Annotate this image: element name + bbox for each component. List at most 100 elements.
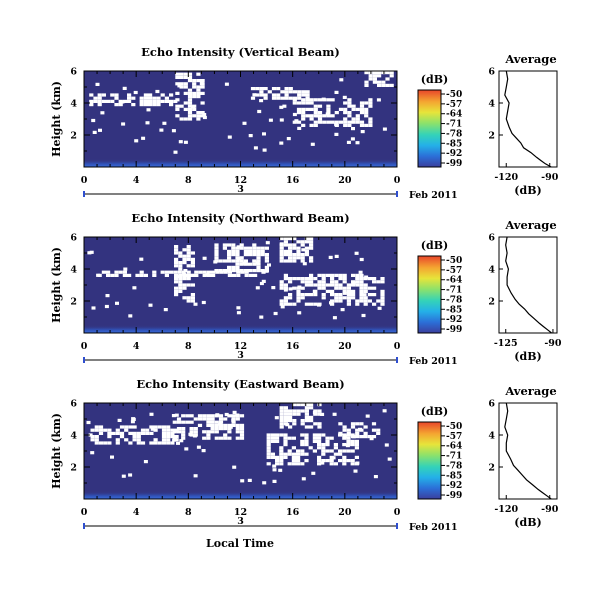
- average-y-tick-label: 2: [488, 297, 495, 308]
- x-tick-label: 0: [394, 175, 401, 186]
- x-tick-label: 12: [234, 341, 247, 352]
- panel-2: Echo Intensity (Northward Beam) 6 4 2 Height…: [50, 211, 562, 367]
- x-tick-label: 4: [133, 175, 140, 186]
- x-tick-label: 0: [81, 341, 88, 352]
- echo-speckles: [87, 241, 382, 320]
- average-x-label: (dB): [514, 184, 541, 197]
- x-tick-label: 12: [234, 175, 247, 186]
- average-x-label: (dB): [514, 516, 541, 529]
- y-axis-label: Height (km): [50, 247, 63, 323]
- colorbar-tick-label: -78: [446, 461, 462, 471]
- y-tick-label: 6: [70, 233, 77, 244]
- day-number-label: 3: [237, 350, 244, 361]
- average-frame: [498, 236, 558, 334]
- x-tick-label: 4: [133, 341, 140, 352]
- colorbar-tick-label: -71: [446, 286, 462, 296]
- colorbar-tick-label: -57: [446, 100, 462, 110]
- colorbar-tick-label: -64: [446, 110, 462, 120]
- y-axis-label: Height (km): [50, 413, 63, 489]
- y-tick-label: 4: [70, 265, 77, 276]
- x-tick-label: 0: [81, 175, 88, 186]
- colorbar-tick-label: -99: [446, 325, 462, 335]
- x-tick-label: 16: [286, 507, 300, 518]
- average-profile-line: [505, 236, 552, 334]
- y-tick-label: 4: [70, 431, 77, 442]
- date-label: Feb 2011: [409, 356, 458, 367]
- colorbar-tick-label: -78: [446, 129, 462, 139]
- x-tick-label: 12: [234, 507, 247, 518]
- day-number-label: 3: [237, 516, 244, 527]
- echo-region: [266, 433, 359, 466]
- x-tick-label: 16: [286, 341, 300, 352]
- x-tick-label: 0: [394, 341, 401, 352]
- colorbar-unit: (dB): [421, 405, 448, 418]
- echo-speckles: [91, 78, 387, 154]
- average-x-tick-label: -90: [541, 172, 559, 183]
- colorbar: [417, 89, 442, 168]
- echo-speckles: [86, 409, 392, 485]
- colorbar-tick-label: -85: [446, 305, 462, 315]
- average-x-tick-label: -90: [541, 504, 559, 515]
- panel-3: Echo Intensity (Eastward Beam) 6 4 2 Height …: [50, 377, 559, 533]
- colorbar-tick-label: -64: [446, 276, 462, 286]
- y-tick-label: 2: [70, 131, 77, 142]
- heatmap-title: Echo Intensity (Northward Beam): [131, 211, 349, 225]
- x-tick-label: 16: [286, 175, 300, 186]
- panel-1: Echo Intensity (Vertical Beam) 6 4 2 Height …: [50, 45, 559, 201]
- heatmap-title: Echo Intensity (Eastward Beam): [136, 377, 344, 391]
- date-label: Feb 2011: [409, 190, 458, 201]
- heatmap-background: [84, 71, 397, 167]
- colorbar: [417, 255, 442, 334]
- colorbar-tick-label: -85: [446, 139, 462, 149]
- x-tick-label: 8: [185, 507, 192, 518]
- average-y-tick-label: 6: [488, 399, 495, 410]
- x-tick-label: 8: [185, 175, 192, 186]
- echo-region: [214, 243, 269, 273]
- x-tick-label: 20: [338, 341, 352, 352]
- colorbar-tick-label: -50: [446, 422, 462, 432]
- colorbar-tick-label: -50: [446, 256, 462, 266]
- colorbar-unit: (dB): [421, 239, 448, 252]
- echo-region: [89, 93, 178, 107]
- average-x-label: (dB): [514, 350, 541, 363]
- colorbar-tick-label: -57: [446, 432, 462, 442]
- echo-region: [292, 98, 373, 127]
- average-frame: [498, 70, 558, 168]
- echo-region: [172, 414, 245, 440]
- average-y-tick-label: 4: [488, 99, 495, 110]
- average-y-tick-label: 6: [488, 233, 495, 244]
- x-tick-label: 8: [185, 341, 192, 352]
- average-title: Average: [504, 384, 556, 398]
- heatmap-title: Echo Intensity (Vertical Beam): [141, 45, 340, 59]
- colorbar-tick-label: -71: [446, 452, 462, 462]
- echo-region: [279, 237, 314, 263]
- average-x-tick-label: -90: [544, 338, 562, 349]
- average-y-tick-label: 4: [488, 265, 495, 276]
- average-y-tick-label: 4: [488, 431, 495, 442]
- date-label: Feb 2011: [409, 522, 458, 533]
- colorbar-tick-label: -99: [446, 491, 462, 501]
- colorbar-tick-label: -92: [446, 481, 462, 491]
- average-x-tick-label: -120: [494, 504, 518, 515]
- average-x-tick-label: -120: [494, 172, 518, 183]
- colorbar-tick-label: -78: [446, 295, 462, 305]
- average-title: Average: [504, 218, 556, 232]
- heatmap-background: [84, 237, 397, 333]
- average-x-tick-label: -125: [494, 338, 518, 349]
- day-number-label: 3: [237, 184, 244, 195]
- y-tick-label: 6: [70, 399, 77, 410]
- x-tick-label: 0: [394, 507, 401, 518]
- colorbar-tick-label: -99: [446, 159, 462, 169]
- x-tick-label: 4: [133, 507, 140, 518]
- y-tick-label: 4: [70, 99, 77, 110]
- average-frame: [498, 402, 558, 500]
- x-axis-label: Local Time: [206, 537, 274, 550]
- colorbar-unit: (dB): [421, 73, 448, 86]
- x-tick-label: 0: [81, 507, 88, 518]
- average-y-tick-label: 6: [488, 67, 495, 78]
- average-title: Average: [504, 52, 556, 66]
- colorbar-tick-label: -92: [446, 149, 462, 159]
- average-y-tick-label: 2: [488, 463, 495, 474]
- y-axis-label: Height (km): [50, 81, 63, 157]
